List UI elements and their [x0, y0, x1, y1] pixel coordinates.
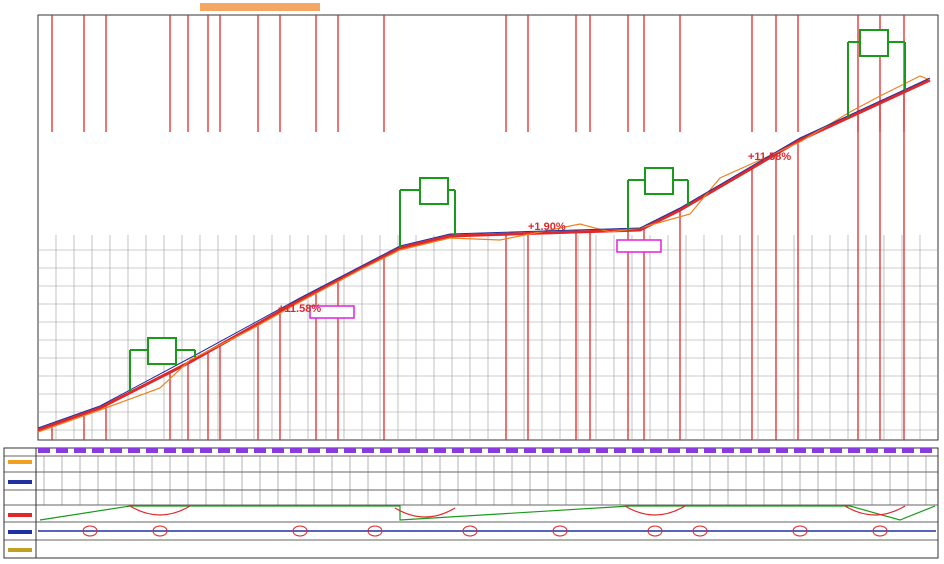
table-frame — [4, 448, 938, 558]
station-tag — [416, 448, 428, 453]
station-tag — [884, 448, 896, 453]
station-tag — [56, 448, 68, 453]
station-tag — [326, 448, 338, 453]
annotations — [130, 30, 905, 392]
station-tag — [182, 448, 194, 453]
station-tag — [362, 448, 374, 453]
station-tag — [380, 448, 392, 453]
station-tag — [524, 448, 536, 453]
station-tag — [686, 448, 698, 453]
row-label — [8, 548, 32, 552]
page: +11.58% +1.90% +11.58% (() => { const da… — [0, 0, 944, 564]
station-tag — [812, 448, 824, 453]
data-table — [4, 448, 938, 558]
station-tag — [722, 448, 734, 453]
station-tag — [218, 448, 230, 453]
vertical-curve-box — [148, 338, 176, 364]
station-tag — [200, 448, 212, 453]
station-tag — [164, 448, 176, 453]
station-tag — [704, 448, 716, 453]
station-tag — [344, 448, 356, 453]
curve-row — [130, 506, 190, 515]
marker-box — [617, 240, 661, 252]
station-tag — [146, 448, 158, 453]
station-tag — [272, 448, 284, 453]
station-tag — [866, 448, 878, 453]
vertical-curve-box — [645, 168, 673, 194]
station-tag — [614, 448, 626, 453]
grade-label: +11.58% — [748, 151, 791, 163]
row-label — [8, 513, 32, 517]
station-tag — [776, 448, 788, 453]
station-tag — [38, 448, 50, 453]
station-tag — [236, 448, 248, 453]
existing-ground — [38, 76, 930, 432]
station-tag — [758, 448, 770, 453]
grade-label: +11.58% — [278, 303, 321, 315]
row-label — [8, 460, 32, 464]
row-label — [8, 480, 32, 484]
station-tag — [902, 448, 914, 453]
station-tag — [470, 448, 482, 453]
station-tag — [434, 448, 446, 453]
station-tag — [92, 448, 104, 453]
profile-drawing: +11.58% +1.90% +11.58% — [0, 0, 944, 564]
station-tag — [452, 448, 464, 453]
vertical-curve-box — [860, 30, 888, 56]
vertical-curve-box — [420, 178, 448, 204]
profile-line — [38, 78, 930, 428]
row-label — [8, 530, 32, 534]
station-tag — [740, 448, 752, 453]
station-tag — [128, 448, 140, 453]
station-tag — [254, 448, 266, 453]
station-tag — [794, 448, 806, 453]
station-tag — [542, 448, 554, 453]
curve-row — [395, 508, 455, 517]
station-tag — [506, 448, 518, 453]
station-tag — [650, 448, 662, 453]
title-block — [200, 3, 320, 11]
station-tag — [632, 448, 644, 453]
station-tag — [560, 448, 572, 453]
station-tag — [290, 448, 302, 453]
station-tag — [110, 448, 122, 453]
station-tag — [488, 448, 500, 453]
grade-label: +1.90% — [528, 221, 566, 233]
station-tag — [596, 448, 608, 453]
station-tag — [308, 448, 320, 453]
station-tag — [578, 448, 590, 453]
station-tag — [830, 448, 842, 453]
station-tag — [74, 448, 86, 453]
station-tag — [848, 448, 860, 453]
station-tag — [668, 448, 680, 453]
station-tag — [398, 448, 410, 453]
station-tag — [920, 448, 932, 453]
curve-row — [625, 506, 685, 515]
